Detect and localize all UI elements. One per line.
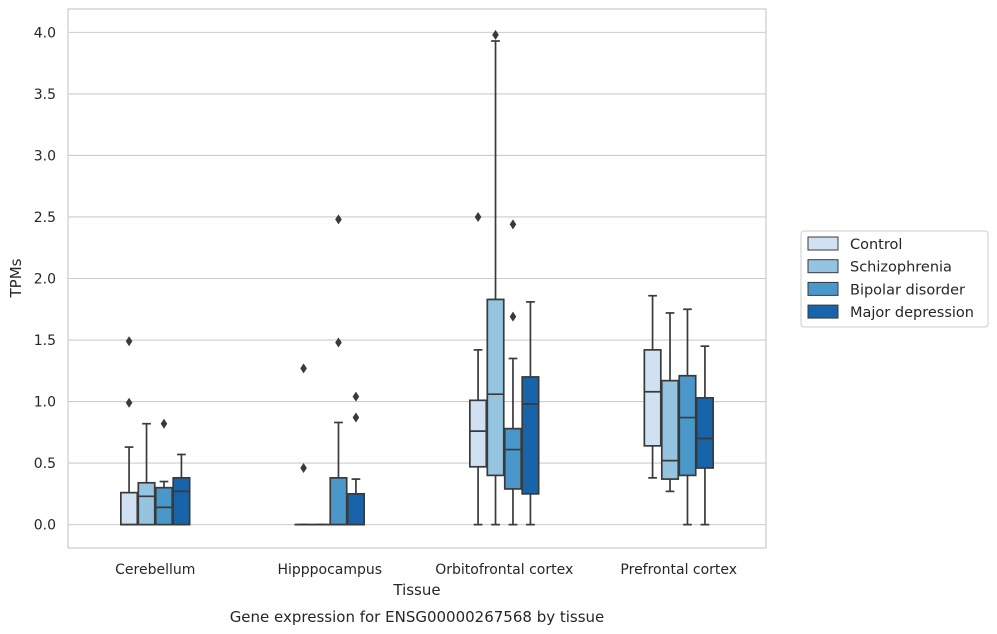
outlier-point bbox=[300, 363, 307, 374]
box-iqr bbox=[137, 481, 156, 526]
box-iqr bbox=[695, 397, 715, 469]
x-tick-label: Orbitofrontal cortex bbox=[435, 562, 573, 578]
box-iqr bbox=[329, 477, 348, 526]
x-axis-label: Tissue bbox=[392, 581, 440, 599]
grid-lines bbox=[68, 31, 766, 526]
box-2-3 bbox=[521, 301, 540, 526]
box-iqr bbox=[521, 376, 540, 495]
outlier-point bbox=[492, 29, 499, 40]
legend-swatch bbox=[807, 304, 839, 319]
x-tick-label: Cerebellum bbox=[115, 562, 195, 578]
x-tick-label: Prefrontal cortex bbox=[620, 562, 737, 578]
legend: Control Schizophrenia Bipolar disorder Majo… bbox=[800, 230, 989, 328]
outlier-point bbox=[509, 219, 517, 230]
outlier-point bbox=[160, 418, 168, 429]
y-tick-label: 3.0 bbox=[34, 148, 56, 164]
box-iqr bbox=[678, 374, 697, 477]
y-tick-label: 0.5 bbox=[34, 456, 56, 472]
legend-frame bbox=[800, 230, 989, 328]
box-1-2 bbox=[329, 214, 348, 526]
box-iqr bbox=[119, 491, 139, 526]
legend-entry-label: Bipolar disorder bbox=[850, 282, 965, 298]
box-3-1 bbox=[660, 312, 680, 493]
legend-swatch bbox=[807, 259, 839, 274]
box-iqr bbox=[486, 298, 505, 477]
y-tick-label: 1.0 bbox=[34, 395, 56, 411]
box-iqr bbox=[469, 399, 488, 468]
outlier-point bbox=[352, 391, 360, 402]
box-iqr bbox=[154, 486, 174, 526]
box-plot-series bbox=[119, 29, 715, 526]
legend-swatch bbox=[807, 281, 839, 296]
outlier-point bbox=[335, 214, 342, 225]
y-tick-label: 2.5 bbox=[34, 210, 56, 226]
y-tick-label: 2.0 bbox=[34, 272, 56, 288]
box-3-2 bbox=[678, 308, 697, 526]
outlier-point bbox=[125, 397, 133, 408]
box-1-3 bbox=[346, 391, 366, 526]
outlier-point bbox=[474, 211, 482, 222]
outlier-point bbox=[125, 336, 133, 347]
y-axis-label: TPMs bbox=[7, 258, 25, 298]
box-iqr bbox=[643, 349, 662, 447]
y-tick-label: 3.5 bbox=[34, 87, 56, 103]
box-0-3 bbox=[172, 453, 191, 526]
box-iqr bbox=[346, 493, 366, 526]
box-iqr bbox=[503, 427, 523, 490]
outlier-point bbox=[300, 463, 307, 474]
box-iqr bbox=[660, 379, 680, 480]
chart-caption: Gene expression for ENSG00000267568 by t… bbox=[230, 608, 605, 626]
box-2-1 bbox=[486, 29, 505, 526]
box-1-0 bbox=[294, 363, 313, 526]
y-tick-label: 0.0 bbox=[34, 518, 56, 534]
box-0-1 bbox=[137, 422, 156, 526]
outlier-point bbox=[352, 412, 360, 423]
outlier-point bbox=[509, 311, 517, 322]
plot-area-frame bbox=[67, 8, 767, 549]
y-tick-label: 1.5 bbox=[34, 333, 56, 349]
legend-entry-label: Major depression bbox=[850, 305, 974, 321]
outlier-point bbox=[335, 337, 342, 348]
y-axis-ticks: 0.0 0.5 1.0 1.5 2.0 2.5 3.0 3.5 4.0 bbox=[34, 25, 56, 533]
legend-entry-label: Control bbox=[850, 237, 902, 253]
box-2-2 bbox=[503, 219, 523, 526]
legend-swatch bbox=[807, 236, 839, 251]
x-tick-label: Hipppocampus bbox=[277, 562, 382, 578]
box-3-0 bbox=[643, 294, 662, 479]
box-3-3 bbox=[695, 345, 715, 526]
x-axis-ticks: Cerebellum Hipppocampus Orbitofrontal cort… bbox=[115, 562, 737, 578]
box-2-0 bbox=[469, 211, 488, 526]
box-iqr bbox=[172, 477, 191, 526]
box-0-2 bbox=[154, 418, 174, 526]
y-tick-label: 4.0 bbox=[34, 25, 56, 41]
box-0-0 bbox=[119, 336, 139, 526]
legend-entry-label: Schizophrenia bbox=[850, 260, 952, 276]
